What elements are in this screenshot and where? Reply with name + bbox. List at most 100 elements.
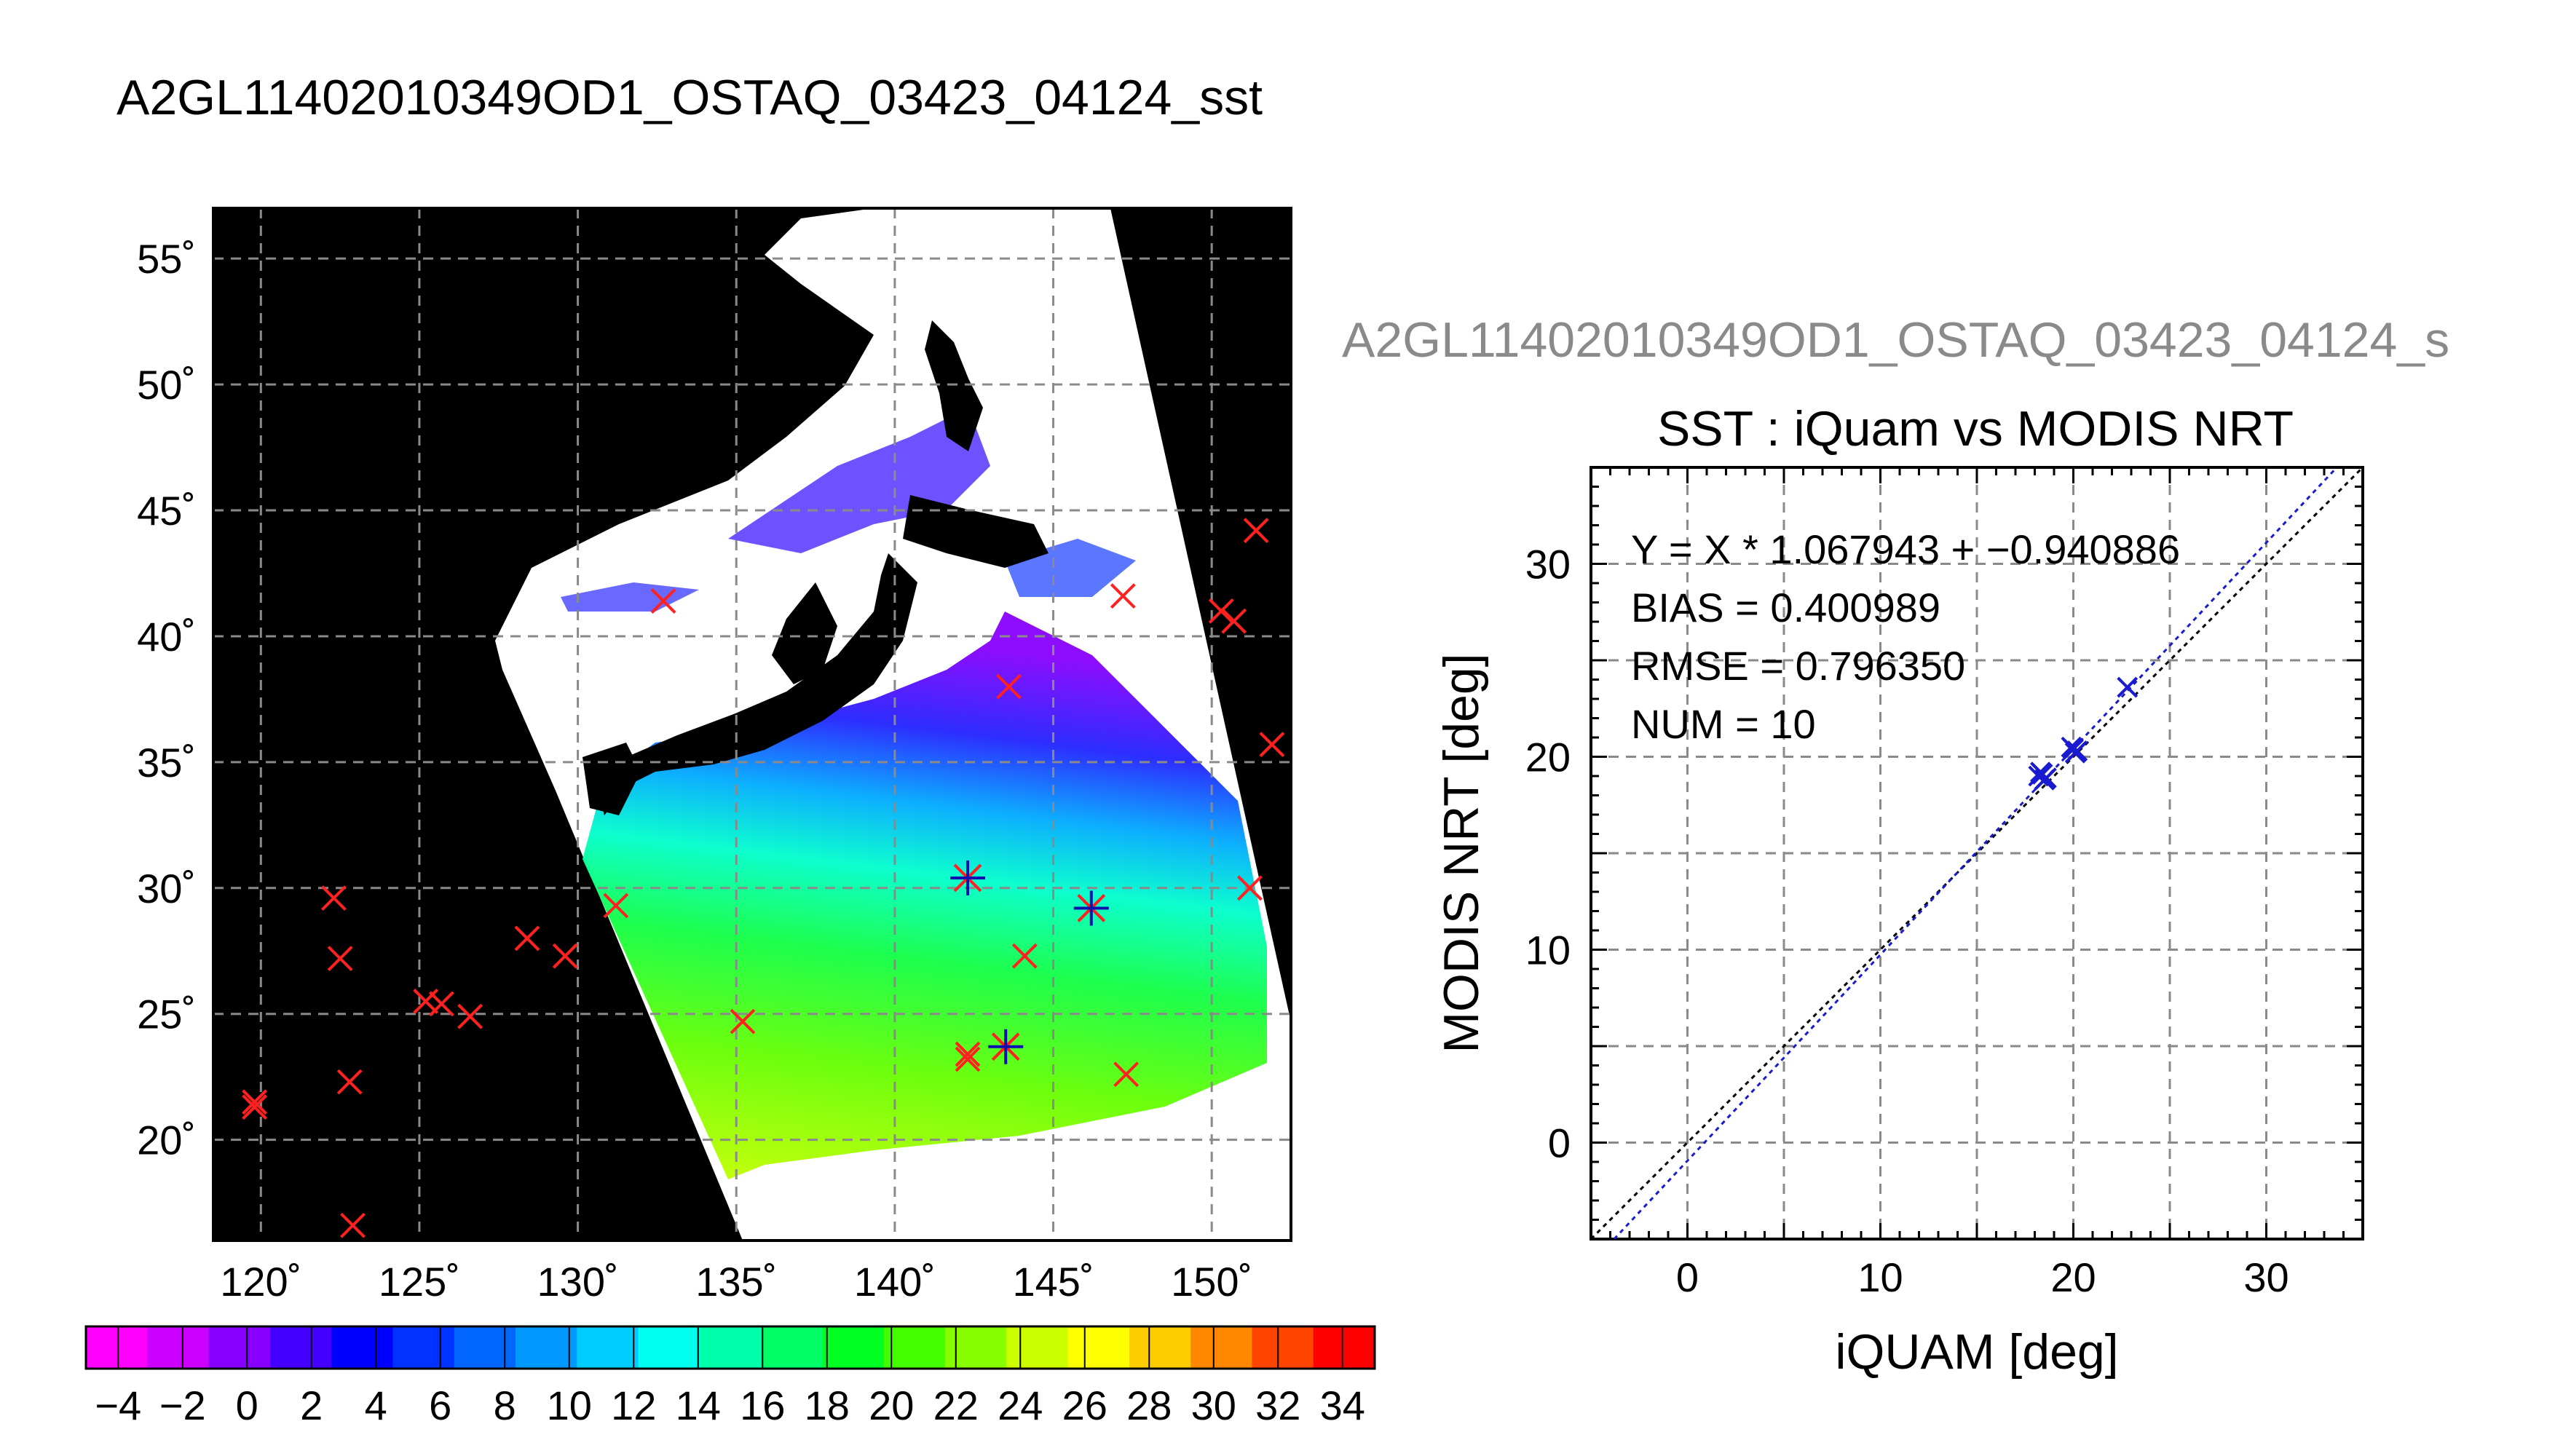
- map-ticks: 120˚ 125˚ 130˚ 135˚ 140˚ 145˚ 150˚ 20˚ 25˚ 30˚ 35˚…: [137, 236, 1252, 1305]
- colorbar-cell: [638, 1326, 700, 1369]
- colorbar-tick-label: −4: [95, 1382, 141, 1428]
- identity-line: [1590, 466, 2364, 1241]
- land-korea: [772, 582, 837, 684]
- colorbar-tick-label: 24: [998, 1382, 1043, 1428]
- colorbar-cell: [454, 1326, 516, 1369]
- map-cross-marker: [413, 989, 439, 1014]
- point-stroke: [2117, 676, 2139, 698]
- colorbar-tick-label: 16: [740, 1382, 785, 1428]
- map-lon-tick-label: 145˚: [1012, 1259, 1094, 1305]
- colorbar-cell: [822, 1326, 885, 1369]
- colorbar-cell: [1006, 1326, 1069, 1369]
- colorbar-cell: [1067, 1326, 1130, 1369]
- colorbar-frame: [84, 1325, 1376, 1370]
- map-lat-tick-label: 25˚: [137, 992, 196, 1037]
- sst-map: 120˚ 125˚ 130˚ 135˚ 140˚ 145˚ 150˚ 20˚ 25˚ 30˚ 35˚…: [137, 207, 1292, 1305]
- colorbar-tick-label: 6: [429, 1382, 451, 1428]
- scatter-title: SST : iQuam vs MODIS NRT: [1657, 401, 2294, 456]
- sst-field-west: [561, 582, 699, 612]
- colorbar-tick-label: 30: [1191, 1382, 1236, 1428]
- fit-line: [1613, 466, 2338, 1241]
- colorbar-tick-label: 26: [1062, 1382, 1107, 1428]
- scatter-supertitle: A2GL11402010349OD1_OSTAQ_03423_04124_s: [1342, 312, 2450, 368]
- map-cross-marker: [1221, 608, 1247, 634]
- map-lat-tick-label: 50˚: [137, 362, 196, 408]
- marker-stroke: [955, 1041, 981, 1067]
- scatter-x-tick-label: 30: [2243, 1254, 2289, 1300]
- colorbar-cell: [1313, 1326, 1375, 1369]
- map-cross-marker: [955, 1046, 981, 1072]
- marker-stroke: [336, 1069, 363, 1095]
- page-title: A2GL11402010349OD1_OSTAQ_03423_04124_sst: [117, 70, 1263, 125]
- marker-stroke: [1110, 583, 1136, 609]
- colorbar-tick-label: 18: [805, 1382, 850, 1428]
- colorbar-tick-label: 0: [236, 1382, 258, 1428]
- colorbar-cell: [1252, 1326, 1314, 1369]
- map-cross-marker: [1113, 1061, 1140, 1088]
- colorbar-tick-label: 10: [547, 1382, 592, 1428]
- map-cross-marker: [242, 1089, 268, 1115]
- map-cross-marker: [428, 991, 454, 1017]
- map-lon-tick-label: 130˚: [537, 1259, 619, 1305]
- map-star-marker: [950, 860, 985, 895]
- map-lat-tick-label: 40˚: [137, 614, 196, 660]
- map-lon-tick-label: 135˚: [695, 1259, 777, 1305]
- map-cross-marker: [1208, 598, 1234, 624]
- map-cross-marker: [955, 1041, 981, 1067]
- colorbar-tick-label: 34: [1320, 1382, 1365, 1428]
- map-lon-tick-label: 150˚: [1171, 1259, 1252, 1305]
- scatter-ticks: 0 10 20 30 0 10 20 30: [1525, 466, 2364, 1300]
- colorbar-tick-label: 32: [1255, 1382, 1300, 1428]
- map-lat-tick-label: 20˚: [137, 1117, 196, 1163]
- colorbar-tick-label: 8: [494, 1382, 516, 1428]
- map-cross-marker: [650, 588, 676, 614]
- scatter-x-tick-label: 20: [2050, 1254, 2096, 1300]
- colorbar-cell: [945, 1326, 1007, 1369]
- colorbar-cell: [269, 1326, 332, 1369]
- colorbar-tick-label: 28: [1126, 1382, 1172, 1428]
- map-cross-marker: [603, 893, 629, 919]
- colorbar-cell: [208, 1326, 271, 1369]
- map-lat-tick-label: 30˚: [137, 866, 196, 911]
- marker-stroke: [552, 943, 578, 969]
- colorbar-cell: [1129, 1326, 1191, 1369]
- colorbar-tick-label: 4: [365, 1382, 387, 1428]
- marker-stroke: [955, 1046, 981, 1072]
- marker-stroke: [1236, 875, 1263, 901]
- colorbar-tick-label: 22: [933, 1382, 979, 1428]
- marker-stroke: [457, 1003, 483, 1029]
- land-honshu: [597, 553, 917, 815]
- land-kyushu: [583, 743, 641, 815]
- colorbar-cell: [516, 1326, 577, 1369]
- map-cross-marker: [552, 943, 578, 969]
- colorbar-cell: [761, 1326, 823, 1369]
- map-cross-marker: [730, 1008, 756, 1034]
- marker-stroke: [428, 991, 454, 1017]
- sst-field-north: [728, 408, 990, 553]
- marker-stroke: [1208, 598, 1234, 624]
- colorbar-cell: [577, 1326, 639, 1369]
- map-cross-marker: [1259, 732, 1285, 758]
- point-stroke: [2034, 769, 2056, 791]
- y-axis-label: MODIS NRT [deg]: [1434, 653, 1489, 1053]
- colorbar-tick-label: 12: [611, 1382, 656, 1428]
- scatter-lines: [1590, 466, 2364, 1241]
- marker-stroke: [1221, 608, 1247, 634]
- map-lon-tick-label: 125˚: [379, 1259, 460, 1305]
- marker-stroke: [320, 885, 347, 911]
- scatter-point: [2030, 761, 2051, 783]
- map-frame: [212, 207, 1292, 1242]
- colorbar-cells: [86, 1326, 1375, 1369]
- marker-stroke: [1113, 1061, 1140, 1088]
- marker-stroke: [730, 1008, 756, 1034]
- marker-stroke: [650, 588, 676, 614]
- marker-stroke: [1011, 943, 1038, 969]
- colorbar: −4 −2 0 2 4 6 8 10 12 14 16 18 20 22 24 26 28 30 32 34: [84, 1325, 1376, 1428]
- scatter-point: [2117, 676, 2139, 698]
- marker-stroke: [514, 925, 540, 951]
- colorbar-cell: [1190, 1326, 1252, 1369]
- colorbar-cell: [86, 1326, 148, 1369]
- marker-stroke: [327, 946, 353, 972]
- point-stroke: [2030, 761, 2051, 783]
- marker-stroke: [1259, 732, 1285, 758]
